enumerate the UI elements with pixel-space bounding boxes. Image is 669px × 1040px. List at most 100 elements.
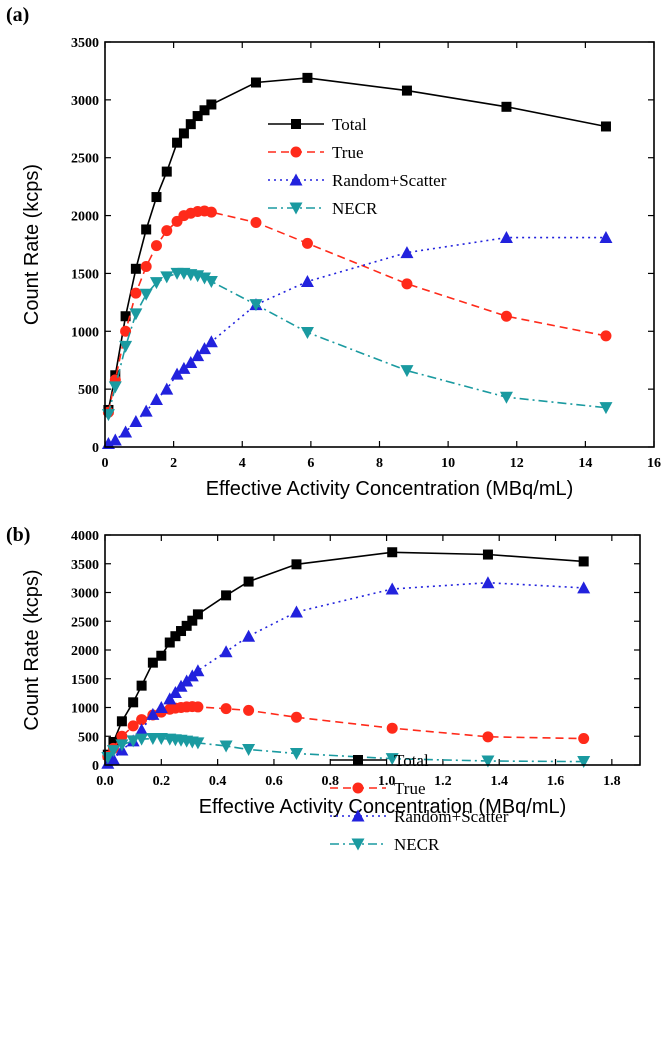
data-point (385, 753, 399, 766)
series-line (107, 272, 607, 415)
data-point (219, 645, 233, 658)
data-point (119, 340, 133, 353)
x-tick-label: 1.0 (378, 774, 396, 789)
y-tick-label: 500 (78, 383, 99, 398)
panel-label: (b) (6, 524, 31, 546)
y-tick-label: 2500 (71, 615, 99, 630)
data-point (243, 576, 254, 587)
data-point (116, 730, 128, 742)
data-point (139, 288, 153, 301)
chart-panel-a: (a) 0 2 4 6 8 10 12 14 16 0 500 1000 1500 2000 2500 300… (6, 4, 661, 500)
data-point (185, 119, 196, 130)
x-tick-label: 0.4 (209, 774, 227, 789)
data-point (160, 382, 174, 395)
data-point (181, 620, 192, 631)
y-tick-label: 2000 (71, 644, 99, 659)
data-point (300, 326, 314, 339)
data-point (600, 121, 611, 132)
x-tick-label: 16 (647, 456, 661, 471)
legend: Total True Random+Scatter NECR (330, 751, 509, 854)
legend-marker (291, 119, 301, 129)
data-point (290, 711, 302, 723)
data-point (126, 735, 140, 748)
legend-label: True (394, 779, 426, 798)
data-point (385, 582, 399, 595)
data-point (599, 231, 613, 244)
legend-label: NECR (332, 199, 378, 218)
data-point (129, 308, 143, 321)
data-point (120, 325, 132, 337)
legend-marker (290, 146, 302, 158)
legend-marker (351, 838, 365, 851)
data-point (146, 707, 160, 720)
data-point (289, 748, 303, 760)
data-point (289, 605, 303, 618)
y-tick-label: 1500 (71, 673, 99, 688)
y-tick-label: 0 (92, 441, 99, 456)
data-point (242, 629, 256, 642)
x-tick-label: 4 (239, 456, 246, 471)
plot-frame (104, 41, 655, 448)
data-point (116, 716, 127, 727)
x-tick-label: 0.6 (265, 774, 283, 789)
y-tick-label: 2500 (71, 152, 99, 167)
x-axis-title: Effective Activity Concentration (MBq/mL… (199, 796, 567, 818)
data-point (163, 692, 177, 705)
data-point (130, 287, 142, 299)
data-point (400, 246, 414, 259)
data-point (170, 631, 181, 642)
x-tick-label: 14 (578, 456, 592, 471)
data-point (178, 128, 189, 139)
y-tick-label: 4000 (71, 529, 99, 544)
data-point (149, 393, 163, 406)
legend-label: Total (332, 115, 367, 134)
data-point (204, 335, 218, 348)
data-point (108, 381, 122, 394)
data-point (106, 745, 120, 758)
x-axis-title: Effective Activity Concentration (MBq/mL… (206, 478, 574, 500)
data-point (577, 581, 591, 594)
data-point (168, 686, 182, 699)
data-point (301, 237, 313, 249)
legend-label: Random+Scatter (394, 807, 509, 826)
data-point (135, 733, 149, 746)
series-true (102, 205, 612, 418)
series-line (108, 236, 606, 445)
data-point (140, 260, 152, 272)
data-point (192, 701, 204, 713)
data-point (191, 664, 205, 677)
data-point (187, 615, 198, 626)
x-tick-label: 0.2 (153, 774, 171, 789)
data-point (481, 576, 495, 589)
data-point (115, 739, 129, 752)
data-point (401, 278, 413, 290)
data-point (164, 637, 175, 648)
data-point (170, 367, 184, 380)
data-point (219, 740, 233, 753)
data-point (499, 231, 513, 244)
data-point (192, 111, 203, 122)
y-tick-label: 1000 (71, 702, 99, 717)
data-point (401, 85, 412, 96)
x-tick-label: 1.8 (603, 774, 621, 789)
data-point (500, 310, 512, 322)
data-point (156, 650, 167, 661)
data-point (482, 731, 494, 743)
data-point (184, 356, 198, 369)
chart-b-svg: 0.0 0.2 0.4 0.6 0.8 1.0 1.2 1.4 1.6 1.8 0 500 1000 15… (21, 529, 641, 854)
data-point (302, 72, 313, 83)
data-point (300, 275, 314, 288)
data-point (221, 590, 232, 601)
data-point (600, 330, 612, 342)
data-point (481, 755, 495, 768)
data-point (242, 743, 256, 756)
data-point (243, 704, 255, 716)
data-point (599, 402, 613, 415)
series-total (102, 547, 589, 760)
data-point (250, 77, 261, 88)
data-point (387, 547, 398, 558)
chart-a-svg: 0 2 4 6 8 10 12 14 16 0 500 1000 1500 2000 2500 3000 350… (21, 36, 661, 500)
data-point (150, 240, 162, 252)
chart-panel-b: (b) 0.0 0.2 0.4 0.6 0.8 1.0 1.2 1.4 1.6 1.8 0 500 10… (0, 520, 669, 1040)
data-point (120, 311, 131, 322)
